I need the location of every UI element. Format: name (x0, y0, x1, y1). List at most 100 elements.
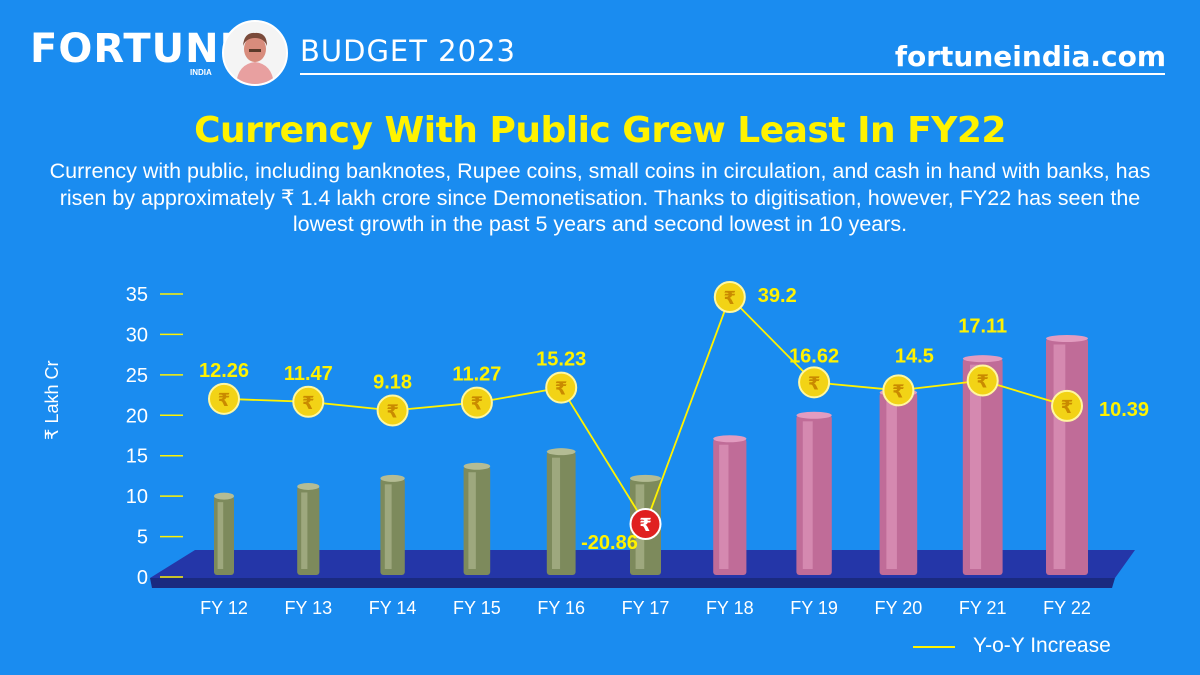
bar-cap (380, 474, 405, 482)
yoy-data-label: 14.5 (895, 345, 934, 367)
bar (380, 474, 405, 575)
bar-body (796, 415, 832, 575)
bar (463, 462, 491, 575)
bar-highlight (468, 472, 476, 569)
header-divider (300, 73, 1165, 75)
yoy-coin-icon (545, 371, 578, 404)
chart-description: Currency with public, including banknote… (49, 159, 1151, 236)
portrait-icon (224, 22, 286, 84)
rupee-symbol: ₹ (892, 381, 905, 402)
rupee-symbol: ₹ (555, 379, 568, 400)
yoy-coin-icon (798, 366, 831, 399)
y-tick-label: 35 (126, 284, 148, 306)
portrait-avatar (222, 20, 288, 86)
bar-highlight (802, 421, 813, 569)
legend-line-swatch (913, 646, 955, 648)
bar (879, 389, 918, 575)
x-tick-label: FY 15 (453, 598, 501, 618)
brand-subtitle: INDIA (190, 68, 212, 77)
yoy-data-label: -20.86 (581, 532, 638, 554)
bar-body (214, 496, 234, 575)
y-tick-label: 5 (137, 527, 148, 549)
bar (546, 448, 576, 575)
rupee-symbol: ₹ (808, 373, 821, 394)
rupee-symbol: ₹ (639, 515, 652, 536)
bar-cap (630, 474, 661, 482)
bar (1046, 334, 1088, 575)
bar-body (1046, 338, 1088, 575)
bar-highlight (886, 398, 897, 569)
bar-body (879, 392, 918, 575)
bar-body (297, 486, 320, 575)
rupee-symbol: ₹ (386, 401, 399, 422)
yoy-coin-icon (1051, 389, 1083, 422)
rupee-symbol: ₹ (471, 394, 484, 415)
brand-logo: FORTUNE (30, 26, 248, 72)
section-title: BUDGET 2023 (300, 34, 516, 68)
bar-body (380, 478, 405, 575)
rupee-symbol: ₹ (976, 371, 989, 392)
y-tick-label: 10 (126, 486, 148, 508)
bar-body (713, 438, 747, 575)
yoy-data-label: 12.26 (199, 360, 249, 382)
bar (297, 482, 320, 575)
rupee-symbol: ₹ (218, 390, 231, 411)
x-tick-label: FY 21 (959, 598, 1007, 618)
x-tick-label: FY 16 (537, 598, 585, 618)
x-tick-label: FY 19 (790, 598, 838, 618)
bar-cap (463, 462, 491, 470)
yoy-coin-icon (376, 394, 409, 427)
bar-highlight (551, 457, 561, 569)
bar (962, 355, 1003, 575)
rupee-symbol: ₹ (1061, 397, 1074, 418)
yoy-coin-icon (713, 281, 746, 313)
y-tick-label: 30 (126, 324, 148, 346)
chart-title: Currency With Public Grew Least In FY22 (194, 110, 1006, 151)
bar-body (546, 451, 576, 575)
yoy-data-label: 16.62 (789, 345, 839, 367)
legend: Y-o-Y Increase (913, 634, 1113, 658)
yoy-data-label: 39.2 (758, 285, 797, 307)
x-tick-label: FY 18 (706, 598, 754, 618)
bar-highlight (384, 484, 392, 569)
bar-highlight (969, 364, 982, 569)
yoy-coin-icon (292, 385, 325, 418)
yoy-data-label: 17.11 (958, 315, 1007, 337)
bar-body (463, 466, 491, 575)
yoy-coin-icon (460, 386, 493, 419)
y-tick-label: 20 (126, 405, 148, 427)
yoy-data-label: 11.47 (284, 363, 333, 385)
y-tick-label: 25 (126, 365, 148, 387)
bar-highlight (301, 492, 308, 569)
bar-highlight (719, 444, 729, 569)
bar (796, 411, 832, 575)
yoy-data-label: 11.27 (452, 364, 501, 386)
site-link[interactable]: fortuneindia.com (894, 40, 1166, 73)
x-tick-label: FY 22 (1043, 598, 1091, 618)
yoy-data-label: 15.23 (536, 349, 586, 371)
rupee-symbol: ₹ (724, 288, 737, 309)
yoy-coin-icon (208, 382, 240, 415)
bar-cap (796, 411, 832, 419)
yoy-coin-icon (629, 508, 662, 540)
yoy-coin-icon (882, 374, 915, 407)
bar-cap (713, 435, 747, 443)
yoy-data-label: 10.39 (1099, 399, 1149, 421)
bar-highlight (1053, 344, 1066, 569)
yoy-coin-icon (966, 364, 999, 397)
bar-cap (1046, 334, 1088, 342)
x-tick-label: FY 17 (622, 598, 670, 618)
header: FORTUNE INDIA BUDGET 2023 fortuneindia.c… (0, 0, 1200, 100)
chart-floor-edge (150, 578, 1115, 588)
yoy-data-label: 9.18 (373, 371, 412, 393)
y-tick-label: 0 (137, 567, 148, 589)
rupee-symbol: ₹ (302, 393, 315, 414)
x-tick-label: FY 14 (369, 598, 417, 618)
bar-cap (962, 355, 1003, 363)
legend-label: Y-o-Y Increase (973, 634, 1111, 657)
x-tick-label: FY 13 (284, 598, 332, 618)
bar-cap (214, 492, 234, 500)
y-tick-label: 15 (126, 446, 148, 468)
x-tick-label: FY 20 (875, 598, 923, 618)
